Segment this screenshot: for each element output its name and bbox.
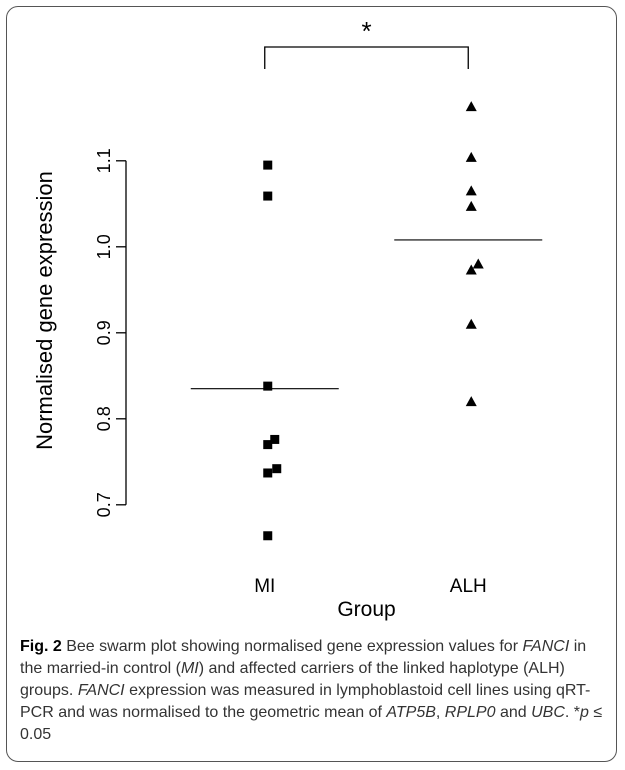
data-point-triangle xyxy=(465,185,477,196)
caption-text: Bee swarm plot showing normalised gene e… xyxy=(20,638,602,743)
data-point-triangle xyxy=(465,151,477,162)
data-point-triangle xyxy=(465,396,477,407)
y-axis-label: Normalised gene expression xyxy=(32,171,57,450)
caption-italic-run: UBC xyxy=(531,704,565,721)
caption-italic-run: p xyxy=(580,704,589,721)
significance-bracket xyxy=(264,46,469,69)
significance-star: * xyxy=(361,16,371,46)
caption-run: ≤ 0.05 xyxy=(20,704,603,743)
data-point-triangle xyxy=(465,200,477,211)
data-point-square xyxy=(263,191,273,201)
y-tick-label: 0.8 xyxy=(94,406,114,431)
caption-italic-run: ATP5B xyxy=(386,704,436,721)
data-point-square xyxy=(272,464,282,474)
x-category-label: ALH xyxy=(450,576,487,597)
x-axis-label: Group xyxy=(337,598,395,621)
data-point-square xyxy=(263,160,273,170)
bee-swarm-chart: 0.7 0.8 0.9 1.0 1.1 Normalised gene expressio… xyxy=(32,16,543,621)
data-point-square xyxy=(263,531,273,541)
figure-label: Fig. 2 xyxy=(20,638,62,655)
data-point-triangle xyxy=(465,101,477,112)
figure-frame xyxy=(6,6,617,762)
caption-run: . * xyxy=(564,704,580,721)
caption-run: in the married-in control ( xyxy=(20,638,587,677)
caption-run: ) and affected carriers of the linked ha… xyxy=(20,660,565,699)
data-point-triangle xyxy=(465,318,477,329)
caption-run: and xyxy=(495,704,532,721)
data-point-square xyxy=(270,434,280,444)
data-point-square xyxy=(263,468,273,478)
y-tick-label: 0.9 xyxy=(94,320,114,345)
data-point-triangle xyxy=(472,258,484,269)
x-category-label: MI xyxy=(254,576,275,597)
y-tick-label: 1.1 xyxy=(94,148,114,173)
caption-italic-run: MI xyxy=(180,660,199,677)
chart-labels: 0.7 0.8 0.9 1.0 1.1 Normalised gene expressio… xyxy=(32,16,487,621)
data-point-square xyxy=(263,381,273,391)
chart-axes xyxy=(116,160,127,506)
caption-run: Bee swarm plot showing normalised gene e… xyxy=(61,638,523,655)
figure-caption: Fig. 2 Bee swarm plot showing normalised… xyxy=(20,636,608,746)
data-point-square xyxy=(263,440,273,450)
caption-italic-run: RPLP0 xyxy=(444,704,496,721)
caption-italic-run: FANCI xyxy=(522,638,570,655)
chart-marks xyxy=(190,46,543,541)
caption-run: expression was measured in lymphoblastoi… xyxy=(20,682,591,721)
data-point-triangle xyxy=(465,264,477,275)
caption-italic-run: FANCI xyxy=(77,682,125,699)
y-tick-label: 0.7 xyxy=(94,492,114,517)
caption-run: , xyxy=(435,704,445,721)
y-tick-label: 1.0 xyxy=(94,234,114,259)
